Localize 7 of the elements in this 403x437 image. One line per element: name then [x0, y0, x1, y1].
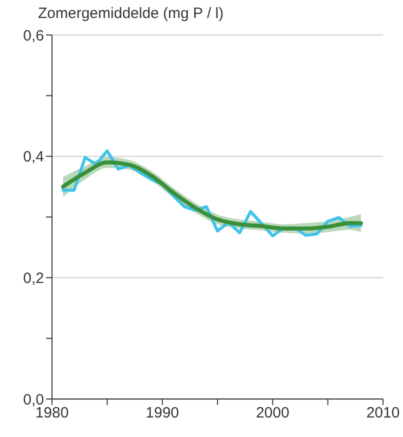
y-tick-label: 0,6 — [23, 27, 44, 44]
y-axis-title: Zomergemiddelde (mg P / l) — [38, 5, 224, 22]
x-tick-label: 2000 — [256, 404, 290, 422]
y-tick-label: 0,4 — [23, 148, 44, 166]
y-tick-label: 0,2 — [23, 270, 44, 287]
x-tick-label: 1990 — [146, 404, 180, 422]
x-tick-label: 2010 — [366, 404, 400, 422]
